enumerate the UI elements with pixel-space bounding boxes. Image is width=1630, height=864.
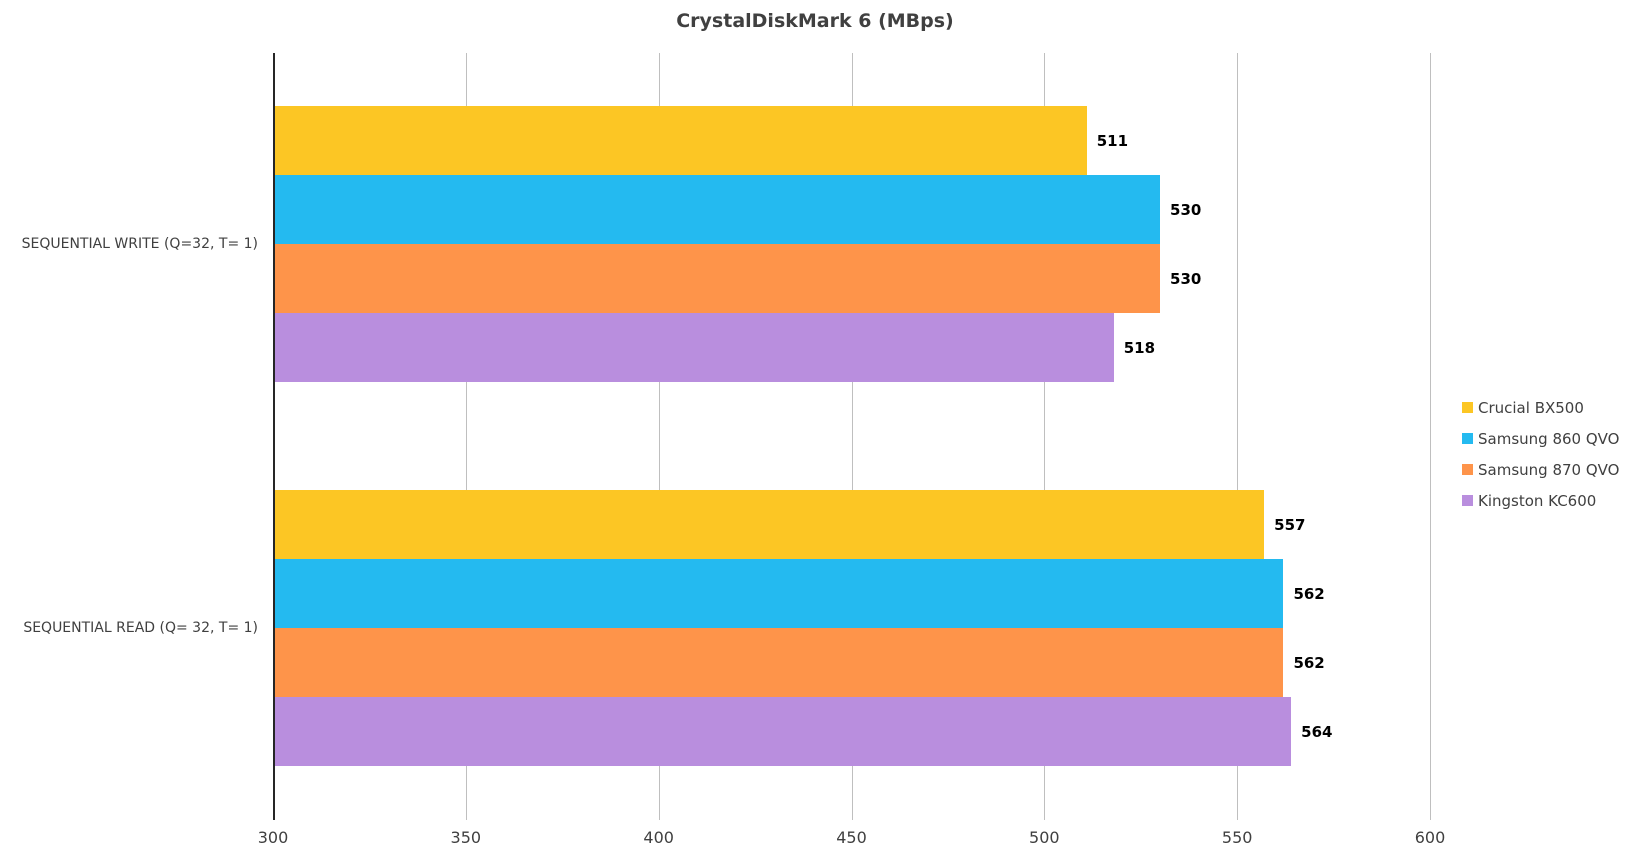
category-label: SEQUENTIAL WRITE (Q=32, T= 1) — [21, 236, 258, 252]
data-label: 511 — [1096, 131, 1129, 150]
x-tick-label: 600 — [1414, 828, 1446, 847]
data-label: 562 — [1293, 653, 1325, 672]
bar-kingston-kc600 — [275, 697, 1292, 766]
x-tick-label: 550 — [1221, 828, 1253, 847]
gridline — [1044, 53, 1046, 820]
data-label: 530 — [1170, 269, 1202, 288]
data-label: 564 — [1301, 722, 1333, 741]
category-label: SEQUENTIAL READ (Q= 32, T= 1) — [23, 620, 258, 636]
data-label: 518 — [1123, 338, 1156, 357]
data-label: 562 — [1293, 584, 1325, 603]
x-tick-label: 450 — [836, 828, 867, 847]
bar-samsung-860-qvo — [275, 559, 1284, 628]
legend: Crucial BX500 Samsung 860 QVO Samsung 870 … — [1462, 392, 1619, 516]
legend-swatch — [1462, 495, 1473, 506]
x-tick-label: 300 — [257, 828, 289, 847]
gridline — [465, 53, 467, 820]
legend-item: Crucial BX500 — [1462, 392, 1619, 423]
data-label: 557 — [1274, 515, 1306, 534]
legend-swatch — [1462, 433, 1473, 444]
legend-item: Samsung 860 QVO — [1462, 423, 1619, 454]
legend-item: Kingston KC600 — [1462, 485, 1619, 516]
gridline — [1237, 53, 1239, 820]
bar-crucial-bx500 — [275, 106, 1087, 175]
legend-label: Samsung 870 QVO — [1478, 460, 1620, 479]
chart-title: CrystalDiskMark 6 (MBps) — [676, 10, 954, 32]
legend-item: Samsung 870 QVO — [1462, 454, 1619, 485]
bar-samsung-860-qvo — [275, 175, 1161, 244]
legend-swatch — [1462, 464, 1473, 475]
plot-area — [273, 53, 1431, 820]
bar-samsung-870-qvo — [275, 244, 1161, 313]
bar-kingston-kc600 — [275, 313, 1114, 382]
gridline — [1430, 53, 1431, 820]
x-tick-label: 500 — [1029, 828, 1060, 847]
legend-label: Samsung 860 QVO — [1478, 429, 1620, 448]
gridline — [851, 53, 853, 820]
legend-label: Crucial BX500 — [1478, 398, 1584, 417]
gridline — [658, 53, 660, 820]
data-label: 530 — [1170, 200, 1202, 219]
legend-swatch — [1462, 402, 1473, 413]
x-tick-label: 350 — [450, 828, 482, 847]
y-axis-line — [273, 53, 275, 820]
bar-crucial-bx500 — [275, 490, 1265, 559]
bar-samsung-870-qvo — [275, 628, 1284, 697]
legend-label: Kingston KC600 — [1478, 491, 1597, 510]
x-tick-label: 400 — [643, 828, 674, 847]
